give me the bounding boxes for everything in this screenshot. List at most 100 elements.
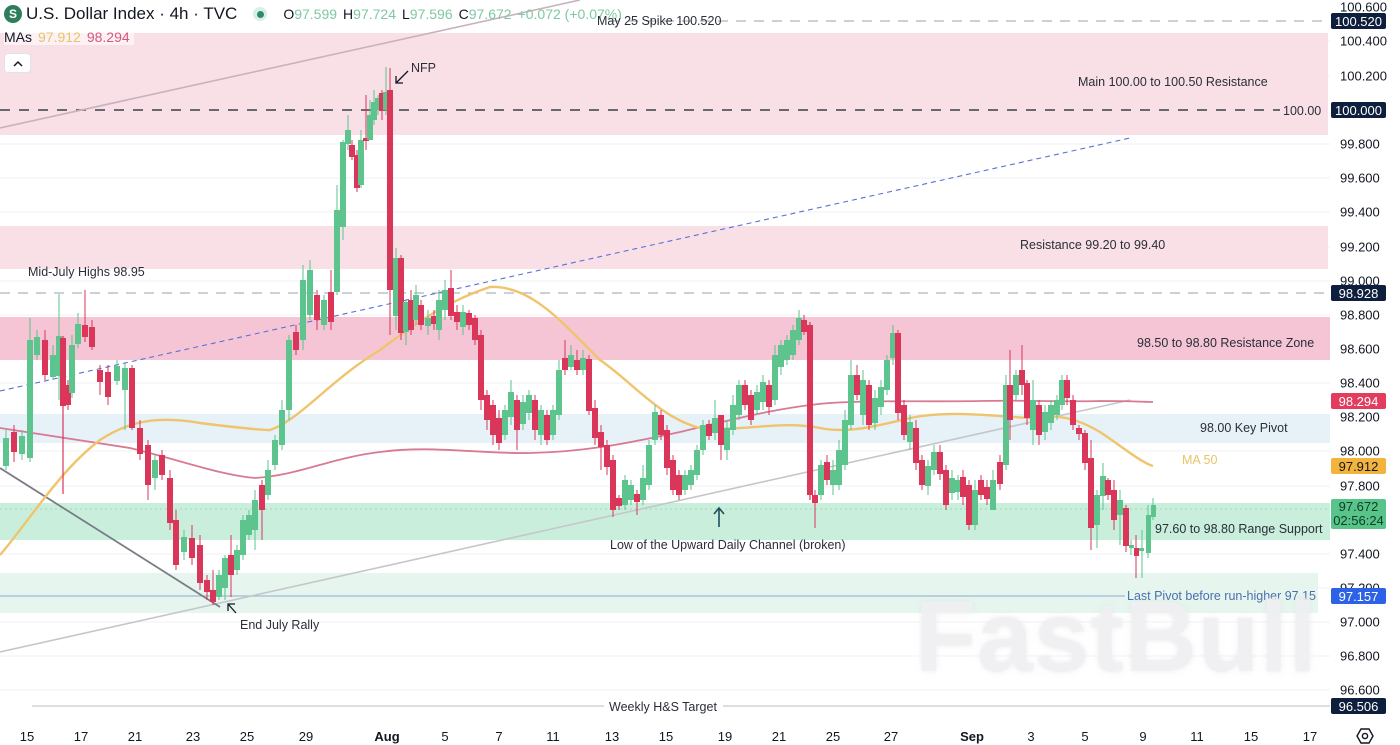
time-tick: 9	[1139, 729, 1147, 744]
ohlc-values: O97.599 H97.724 L97.596 C97.672 +0.072 (…	[283, 6, 622, 22]
time-tick: 27	[883, 729, 899, 744]
tag-weekly-target: 96.506	[1331, 698, 1386, 714]
annotation-ma50: MA 50	[1182, 453, 1218, 467]
chevron-up-icon	[12, 60, 23, 67]
time-axis[interactable]: 15 17 21 23 25 29 Aug 5 7 11 13 15 19 21…	[0, 725, 1330, 745]
price-tick: 97.400	[1340, 546, 1380, 562]
price-tick: 98.600	[1340, 341, 1380, 357]
annotation-main-resistance: Main 100.00 to 100.50 Resistance	[1078, 75, 1268, 89]
time-tick: 25	[825, 729, 841, 744]
annotation-mid-july-highs: Mid-July Highs 98.95	[28, 265, 145, 279]
time-tick-month: Sep	[960, 729, 984, 744]
ma50-line	[0, 285, 1154, 556]
time-tick: 15	[19, 729, 35, 744]
price-tick: 97.000	[1340, 614, 1380, 630]
annotation-channel-low: Low of the Upward Daily Channel (broken)	[610, 538, 846, 552]
market-status-icon	[253, 7, 268, 21]
tag-100: 100.000	[1331, 102, 1386, 118]
price-tick: 99.600	[1340, 170, 1380, 186]
open-value: 97.599	[294, 6, 338, 22]
time-tick: 3	[1027, 729, 1035, 744]
symbol-title[interactable]: U.S. Dollar Index · 4h · TVC	[26, 4, 238, 23]
annotation-resistance-zone: 98.50 to 98.80 Resistance Zone	[1137, 336, 1315, 350]
tag-ma200: 98.294	[1331, 393, 1386, 409]
tag-last-price: 97.672 02:56:24	[1331, 499, 1386, 529]
channel-low-arrow-icon	[713, 506, 725, 527]
time-tick: 11	[1190, 729, 1204, 744]
time-tick: 17	[73, 729, 89, 744]
nfp-arrow-icon	[395, 70, 409, 84]
annotation-spike: May 25 Spike 100.520	[597, 14, 722, 28]
price-tick: 100.400	[1340, 33, 1387, 49]
time-tick: 11	[546, 729, 560, 744]
annotation-nfp: NFP	[411, 61, 436, 75]
chart-legend: S U.S. Dollar Index · 4h · TVC O97.599 H…	[4, 3, 622, 25]
time-tick: 5	[441, 729, 449, 744]
dashed-trendline	[0, 137, 1131, 392]
channel-low-line	[0, 399, 1131, 653]
ma200-value: 98.294	[86, 29, 130, 45]
price-tick: 99.000	[1340, 273, 1380, 289]
annotation-end-july-rally: End July Rally	[240, 618, 320, 632]
bar-countdown: 02:56:24	[1333, 513, 1384, 528]
zone-resistance-9850	[0, 317, 1330, 360]
price-tick: 100.200	[1340, 68, 1387, 84]
time-tick: 21	[127, 729, 143, 744]
ma200-line	[0, 399, 1154, 479]
price-tick: 96.800	[1340, 648, 1380, 664]
descending-line	[0, 467, 221, 608]
chart-settings-button[interactable]	[1356, 727, 1374, 745]
tag-mid-july: 98.928	[1331, 285, 1386, 301]
upper-channel-line	[0, 0, 581, 129]
price-tick: 96.600	[1340, 682, 1380, 698]
candlesticks	[3, 67, 1156, 605]
time-tick: 5	[1081, 729, 1089, 744]
price-tick: 99.200	[1340, 239, 1380, 255]
tag-ma50: 97.912	[1331, 458, 1386, 474]
symbol-logo: S	[4, 5, 22, 23]
tag-last-pivot: 97.157	[1331, 588, 1386, 604]
price-tick: 99.400	[1340, 204, 1380, 220]
price-tick: 99.800	[1340, 136, 1380, 152]
low-value: 97.596	[409, 6, 453, 22]
watermark: FastBull	[915, 581, 1318, 693]
annotation-resistance-9920: Resistance 99.20 to 99.40	[1020, 238, 1166, 252]
time-tick: 7	[495, 729, 503, 744]
annotation-range-support: 97.60 to 98.80 Range Support	[1155, 522, 1323, 536]
change-value: +0.072 (+0.07%)	[517, 6, 622, 22]
price-tick: 97.800	[1340, 478, 1380, 494]
annotation-level-100: 100.00	[1283, 104, 1322, 118]
time-tick: 19	[717, 729, 733, 744]
time-tick: 17	[1302, 729, 1318, 744]
ma50-value: 97.912	[38, 29, 81, 45]
price-tick: 98.800	[1340, 307, 1380, 323]
annotation-last-pivot: Last Pivot before run-higher 97.15	[1127, 589, 1317, 603]
time-tick: 15	[658, 729, 674, 744]
zone-main-resistance	[0, 33, 1328, 135]
time-tick-month: Aug	[374, 729, 400, 744]
price-tick: 98.400	[1340, 375, 1380, 391]
end-july-arrow-icon	[227, 603, 237, 614]
price-chart-canvas[interactable]	[0, 0, 1330, 722]
price-tick: 98.200	[1340, 409, 1380, 425]
last-price-value: 97.672	[1338, 499, 1379, 514]
gear-icon	[1356, 728, 1374, 744]
mas-label: MAs	[4, 29, 32, 45]
tag-spike: 100.520	[1331, 13, 1386, 29]
ma-legend[interactable]: MAs 97.912 98.294	[4, 29, 134, 45]
time-tick: 13	[604, 729, 620, 744]
high-value: 97.724	[353, 6, 396, 22]
time-tick: 23	[185, 729, 201, 744]
collapse-legend-button[interactable]	[4, 53, 31, 73]
time-tick: 21	[771, 729, 787, 744]
time-tick: 29	[298, 729, 314, 744]
annotation-key-pivot: 98.00 Key Pivot	[1200, 421, 1288, 435]
annotation-weekly-target: Weekly H&S Target	[609, 700, 717, 714]
time-tick: 25	[239, 729, 255, 744]
price-tick: 98.000	[1340, 443, 1380, 459]
time-tick: 15	[1243, 729, 1259, 744]
zone-resistance-9920	[0, 226, 1328, 269]
price-tick: 100.600	[1340, 0, 1387, 15]
close-value: 97.672	[468, 6, 512, 22]
